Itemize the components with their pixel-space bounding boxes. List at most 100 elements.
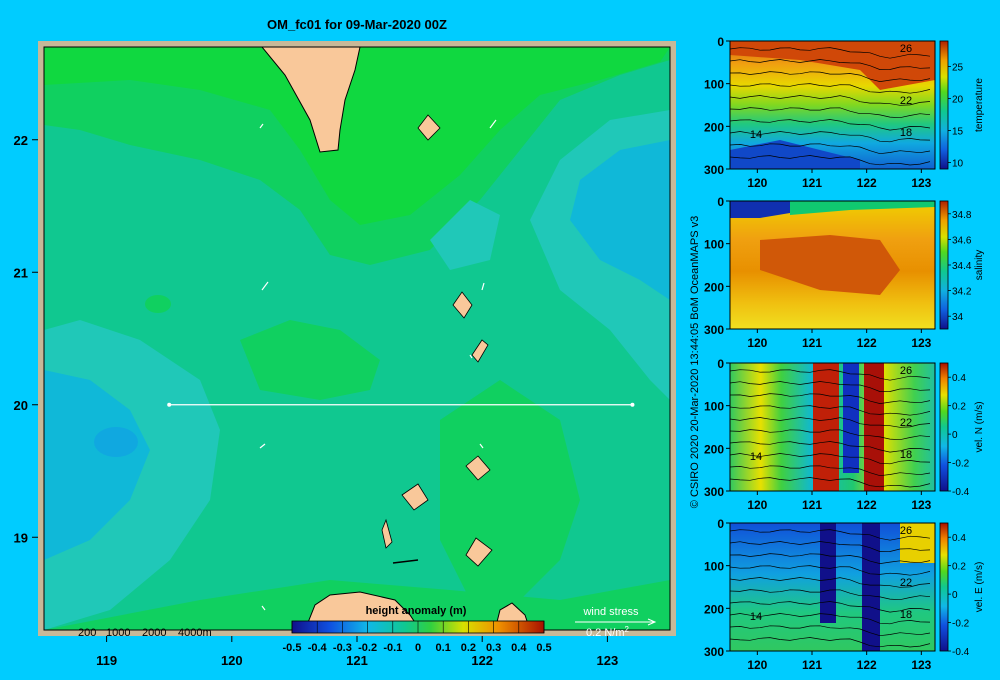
vel-n-colorbar	[939, 362, 949, 492]
land-island-3	[471, 339, 489, 363]
vel-e-contour	[729, 613, 931, 625]
vel-n-contour	[729, 477, 931, 488]
map-x-tick-label: 122	[471, 653, 493, 668]
map-x-tick-label: 120	[221, 653, 243, 668]
land-island-4	[465, 455, 491, 481]
vel-e-core-1	[820, 523, 836, 623]
map-y-tick-label: 20	[14, 398, 28, 413]
vel-e-contour	[729, 577, 931, 588]
section-start-point	[167, 402, 172, 407]
vel-n-x-tick-label: 120	[747, 498, 767, 512]
temperature-contour	[729, 47, 931, 59]
height-colorbar-tick-label: 0.2	[461, 642, 476, 654]
vel-e-x-tick-label: 120	[747, 658, 767, 672]
salinity-colorbar-tick-label: 34.4	[952, 261, 972, 272]
height-colorbar-ticks: -0.5 -0.4 -0.3 -0.2 -0.1 0 0.1 0.2 0.3 0.4 0.5	[283, 621, 552, 654]
vel-n-contour	[729, 381, 931, 392]
temperature-contour	[729, 71, 931, 82]
vel-n-x-tick-label: 121	[802, 498, 822, 512]
temperature-contour	[729, 107, 931, 119]
vel-e-y-tick-label: 100	[704, 560, 724, 574]
salinity-core	[760, 235, 900, 295]
vel-n-contour	[729, 417, 931, 428]
vel-n-colorbar-tick-label: 0.4	[952, 373, 966, 384]
vel-n-contour	[729, 453, 931, 465]
map-contour-east-inner	[570, 140, 670, 300]
vel-n-contour	[729, 393, 931, 404]
depth-legend: 200 1000 2000 4000m	[78, 627, 212, 639]
credit-text: © CSIRO 2020 20-Mar-2020 13:44:05 BoM Oc…	[689, 216, 701, 508]
vel-n-colorbar-tick-label: -0.4	[952, 487, 970, 498]
vel-e-contour	[729, 601, 931, 613]
salinity-colorbar	[939, 200, 949, 330]
temperature-contour	[729, 83, 931, 94]
temperature-colorbar-tick-label: 15	[952, 127, 964, 138]
vel-n-y-tick-label: 300	[704, 485, 724, 499]
depth-legend-2000: 2000	[142, 627, 166, 639]
vel-e-x-tick-label: 122	[857, 658, 877, 672]
vel-n-jet-1	[813, 363, 839, 491]
vel-e-border	[729, 522, 936, 652]
temperature-contour	[729, 143, 931, 155]
wind-scale-value: 0.2 N/m2	[586, 625, 630, 639]
temperature-x-tick-label: 121	[802, 176, 822, 190]
section-axes: 120 121 122 123 0 100 200 300 25 20 15 10 temperatur…	[704, 35, 985, 672]
vel-e-colorbar-tick-label: -0.4	[952, 647, 970, 658]
vel-e-contour	[729, 637, 931, 648]
vel-n-counter	[843, 363, 859, 473]
figure-title: OM_fc01 for 09-Mar-2020 00Z	[267, 17, 447, 32]
vel-n-y-tick-label: 100	[704, 400, 724, 414]
vel-e-colorbar	[939, 522, 949, 652]
salinity-fresh-edge	[790, 201, 935, 215]
vel-e-contour	[729, 589, 931, 601]
vel-n-y-tick-label: 200	[704, 442, 724, 456]
height-colorbar-tick-label: -0.3	[333, 642, 352, 654]
temperature-contour	[729, 155, 931, 166]
temperature-contour	[729, 119, 931, 131]
depth-legend-4000: 4000m	[178, 627, 212, 639]
temperature-y-tick-label: 300	[704, 163, 724, 177]
vel-n-contour	[729, 369, 931, 381]
height-colorbar-tick-label: -0.1	[383, 642, 402, 654]
salinity-border	[729, 200, 936, 330]
vel-e-y-tick-label: 200	[704, 602, 724, 616]
land-taiwan	[261, 47, 361, 153]
vel-e-contour	[729, 541, 931, 552]
map-y-tick-label: 22	[14, 133, 28, 148]
height-colorbar-tick-label: 0.3	[486, 642, 501, 654]
map-field	[44, 47, 670, 630]
panel-vel-n	[729, 362, 936, 492]
land-island-7	[465, 537, 493, 567]
vel-e-colorbar-tick-label: 0.2	[952, 562, 966, 573]
temperature-contour	[729, 59, 931, 70]
height-colorbar-tick-label: 0.4	[511, 642, 527, 654]
salinity-y-tick-label: 300	[704, 323, 724, 337]
vel-n-colorbar-tick-label: -0.2	[952, 459, 970, 470]
map-panel: 119 120 121 122 123 22 21 20 19 200 1000 2000 4…	[14, 41, 676, 668]
height-colorbar-tick-label: -0.4	[308, 642, 328, 654]
vel-e-contour-label: 18	[900, 609, 912, 621]
map-contour-mid	[430, 200, 500, 270]
vel-e-y-tick-label: 300	[704, 645, 724, 659]
vel-n-contour	[729, 405, 931, 416]
map-contour-west-inner	[44, 370, 150, 560]
panel-temperature	[729, 40, 936, 170]
height-colorbar-tick-label: 0	[415, 642, 421, 654]
vel-e-x-tick-label: 121	[802, 658, 822, 672]
vel-e-colorbar-tick-label: 0.4	[952, 533, 966, 544]
wind-vectors	[259, 119, 497, 611]
vel-e-y-tick-label: 0	[717, 517, 724, 531]
vel-n-colorbar-tick-label: 0	[952, 430, 958, 441]
temperature-warm-pool	[730, 41, 935, 90]
height-colorbar-label: height anomaly (m)	[366, 605, 467, 617]
map-contour-north-inner	[44, 47, 670, 225]
vel-n-contour-label: 22	[900, 417, 912, 429]
height-colorbar-tick-label: -0.2	[358, 642, 377, 654]
temperature-contour-label: 22	[900, 95, 912, 107]
map-y-axis: 22 21 20 19	[14, 133, 38, 545]
temperature-y-tick-label: 100	[704, 78, 724, 92]
panel-vel-e	[729, 522, 936, 652]
land-island-6	[381, 518, 393, 549]
wind-scale-title: wind stress	[582, 606, 639, 618]
vel-e-contour	[729, 565, 931, 576]
